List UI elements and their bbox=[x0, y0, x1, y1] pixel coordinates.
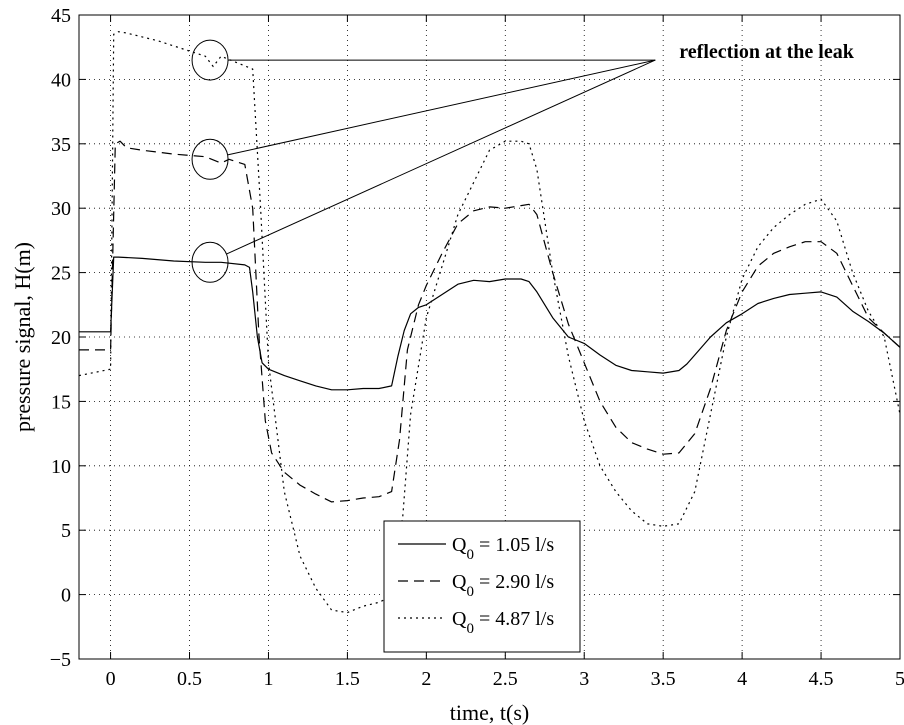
y-axis-label: pressure signal, H(m) bbox=[10, 242, 35, 432]
tick-marks: 0 0.5 1 1.5 2 2.5 3 3.5 4 4.5 5 −5 0 5 10 15 20 25 30 35 40 4… bbox=[50, 5, 904, 690]
annotation: reflection at the leak bbox=[191, 39, 855, 283]
leak-circle-1 bbox=[191, 39, 229, 81]
x-tick-label: 4.5 bbox=[809, 668, 834, 690]
x-tick-label: 0 bbox=[106, 668, 116, 690]
annotation-leader-2 bbox=[227, 59, 656, 156]
y-tick-label: 5 bbox=[61, 520, 71, 542]
y-tick-label: 30 bbox=[51, 198, 71, 220]
y-tick-label: 15 bbox=[51, 391, 71, 413]
leak-circle-2 bbox=[191, 138, 229, 180]
x-tick-label: 2 bbox=[421, 668, 431, 690]
series-line-3 bbox=[78, 31, 901, 614]
annotation-leader-3 bbox=[226, 59, 656, 255]
x-tick-label: 3 bbox=[579, 668, 589, 690]
series-line-2 bbox=[79, 140, 901, 503]
legend-label-1: Q0 = 1.05 l/s bbox=[452, 534, 554, 563]
x-tick-label: 1.5 bbox=[335, 668, 360, 690]
y-tick-label: 0 bbox=[61, 585, 71, 607]
annotation-text: reflection at the leak bbox=[679, 41, 854, 63]
y-tick-label: 35 bbox=[51, 134, 71, 156]
y-tick-label: 10 bbox=[51, 456, 71, 478]
series-group bbox=[78, 31, 901, 614]
series-line-1 bbox=[79, 256, 901, 391]
x-tick-label: 5 bbox=[895, 668, 904, 690]
y-tick-label: 25 bbox=[51, 263, 71, 285]
x-tick-label: 1 bbox=[263, 668, 273, 690]
x-tick-label: 2.5 bbox=[493, 668, 518, 690]
legend-label-2: Q0 = 2.90 l/s bbox=[452, 571, 554, 600]
x-axis-label: time, t(s) bbox=[450, 700, 529, 725]
x-tick-label: 3.5 bbox=[651, 668, 676, 690]
x-tick-label: 0.5 bbox=[177, 668, 202, 690]
legend-label-3: Q0 = 4.87 l/s bbox=[452, 608, 554, 637]
leak-circle-3 bbox=[191, 241, 229, 283]
legend-box bbox=[383, 520, 581, 653]
y-tick-label: 40 bbox=[51, 69, 71, 91]
y-tick-label: 45 bbox=[51, 5, 71, 27]
y-tick-label: −5 bbox=[50, 649, 71, 671]
x-tick-label: 4 bbox=[737, 668, 747, 690]
y-tick-label: 20 bbox=[51, 327, 71, 349]
legend: Q0 = 1.05 l/s Q0 = 2.90 l/s Q0 = 4.87 l/s bbox=[383, 520, 581, 653]
